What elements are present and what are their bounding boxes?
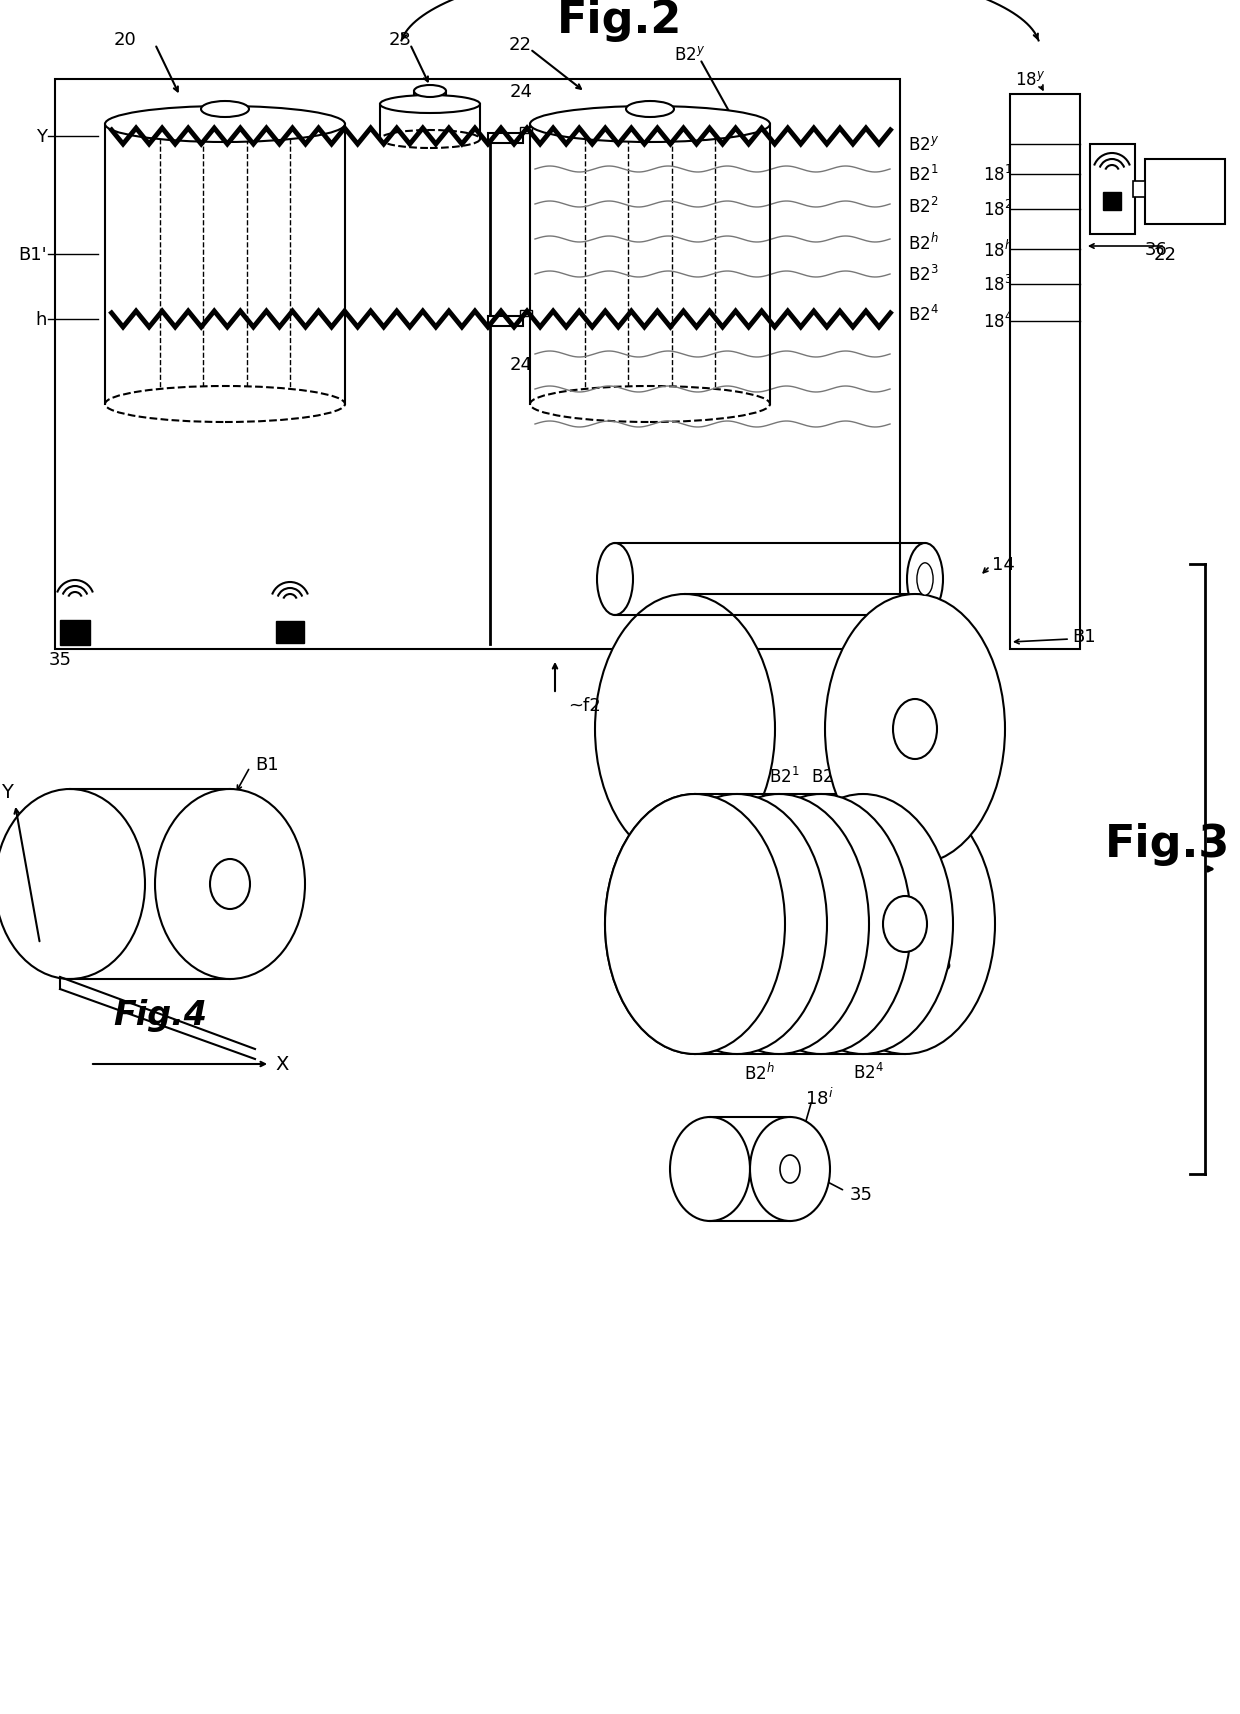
Text: 18$^{1}$: 18$^{1}$ — [983, 165, 1013, 185]
Text: 20: 20 — [114, 31, 136, 50]
Ellipse shape — [647, 795, 827, 1054]
Text: 23: 23 — [388, 31, 412, 50]
Text: h: h — [36, 310, 47, 329]
Ellipse shape — [529, 106, 770, 142]
Text: 36: 36 — [1145, 242, 1168, 259]
Bar — [489, 317, 523, 327]
Text: B2$^{2}$: B2$^{2}$ — [908, 197, 939, 218]
Ellipse shape — [105, 106, 345, 142]
Ellipse shape — [105, 387, 345, 423]
Text: B2$^{h}$: B2$^{h}$ — [908, 233, 939, 254]
Ellipse shape — [595, 595, 775, 864]
Text: B2$^{y}$: B2$^{y}$ — [675, 46, 706, 63]
Ellipse shape — [626, 101, 675, 118]
Ellipse shape — [605, 795, 785, 1054]
Text: B2$^{y}$: B2$^{y}$ — [665, 816, 696, 833]
Ellipse shape — [732, 795, 911, 1054]
Text: B2$^{3}$: B2$^{3}$ — [908, 264, 939, 285]
Text: 24: 24 — [510, 357, 533, 374]
Ellipse shape — [883, 896, 928, 953]
Bar — [277, 622, 304, 644]
Text: B2$^{h}$: B2$^{h}$ — [744, 1061, 774, 1083]
Text: 18$^{y}$: 18$^{y}$ — [1016, 70, 1045, 89]
Text: Y: Y — [36, 129, 47, 146]
Ellipse shape — [893, 699, 937, 759]
Text: 33: 33 — [935, 735, 959, 754]
Ellipse shape — [780, 1155, 800, 1183]
Text: 18$^{3}$: 18$^{3}$ — [983, 274, 1013, 295]
Ellipse shape — [529, 387, 770, 423]
Ellipse shape — [916, 564, 934, 596]
Text: ~f2: ~f2 — [568, 696, 600, 715]
Ellipse shape — [210, 859, 250, 910]
Text: B2$^{4}$: B2$^{4}$ — [908, 305, 939, 326]
Text: B1: B1 — [1073, 627, 1096, 646]
Text: 24: 24 — [510, 82, 533, 101]
Ellipse shape — [689, 795, 869, 1054]
Ellipse shape — [201, 101, 249, 118]
Ellipse shape — [605, 795, 785, 1054]
Ellipse shape — [379, 130, 480, 149]
Text: 18$^{4}$: 18$^{4}$ — [983, 312, 1013, 333]
Bar — [55, 81, 900, 650]
Bar — [520, 129, 532, 134]
Text: Fig.3: Fig.3 — [1105, 823, 1230, 866]
Ellipse shape — [0, 790, 145, 979]
Ellipse shape — [596, 543, 632, 615]
Ellipse shape — [773, 795, 954, 1054]
Text: B2$^{3}$: B2$^{3}$ — [853, 766, 883, 787]
Text: X: X — [275, 1054, 289, 1075]
Text: 35: 35 — [930, 955, 954, 974]
Ellipse shape — [815, 795, 994, 1054]
Text: B1': B1' — [19, 245, 47, 264]
Bar — [1090, 146, 1135, 235]
Bar — [489, 134, 523, 144]
Bar — [60, 620, 91, 644]
Text: 22: 22 — [1153, 245, 1177, 264]
Text: 18$^{i}$: 18$^{i}$ — [805, 1087, 833, 1107]
Bar — [1104, 194, 1121, 211]
Text: B2$^{2}$: B2$^{2}$ — [811, 766, 841, 787]
Text: 35: 35 — [48, 651, 72, 668]
Text: 35: 35 — [849, 1186, 873, 1203]
Bar — [520, 310, 532, 317]
Text: B1: B1 — [255, 756, 279, 773]
Ellipse shape — [414, 86, 446, 98]
Text: B2$^{y}$: B2$^{y}$ — [908, 135, 939, 154]
Ellipse shape — [825, 595, 1004, 864]
Text: 14: 14 — [992, 555, 1014, 574]
Ellipse shape — [906, 543, 942, 615]
Ellipse shape — [379, 96, 480, 113]
Ellipse shape — [670, 1118, 750, 1222]
Ellipse shape — [155, 790, 305, 979]
Text: B2$^{4}$: B2$^{4}$ — [853, 1063, 883, 1083]
Text: Y: Y — [1, 783, 12, 802]
Text: Fig.4: Fig.4 — [113, 998, 207, 1030]
Text: 18$^{h}$: 18$^{h}$ — [983, 240, 1013, 261]
Text: 18$^{2}$: 18$^{2}$ — [983, 201, 1013, 219]
Bar — [1133, 182, 1145, 197]
Bar — [1145, 159, 1225, 225]
Text: B2$^{1}$: B2$^{1}$ — [769, 766, 800, 787]
Text: B2$^{1}$: B2$^{1}$ — [908, 165, 939, 185]
Text: 22: 22 — [508, 36, 532, 53]
Ellipse shape — [750, 1118, 830, 1222]
Text: Fig.2: Fig.2 — [557, 0, 683, 41]
Bar — [1011, 94, 1080, 650]
